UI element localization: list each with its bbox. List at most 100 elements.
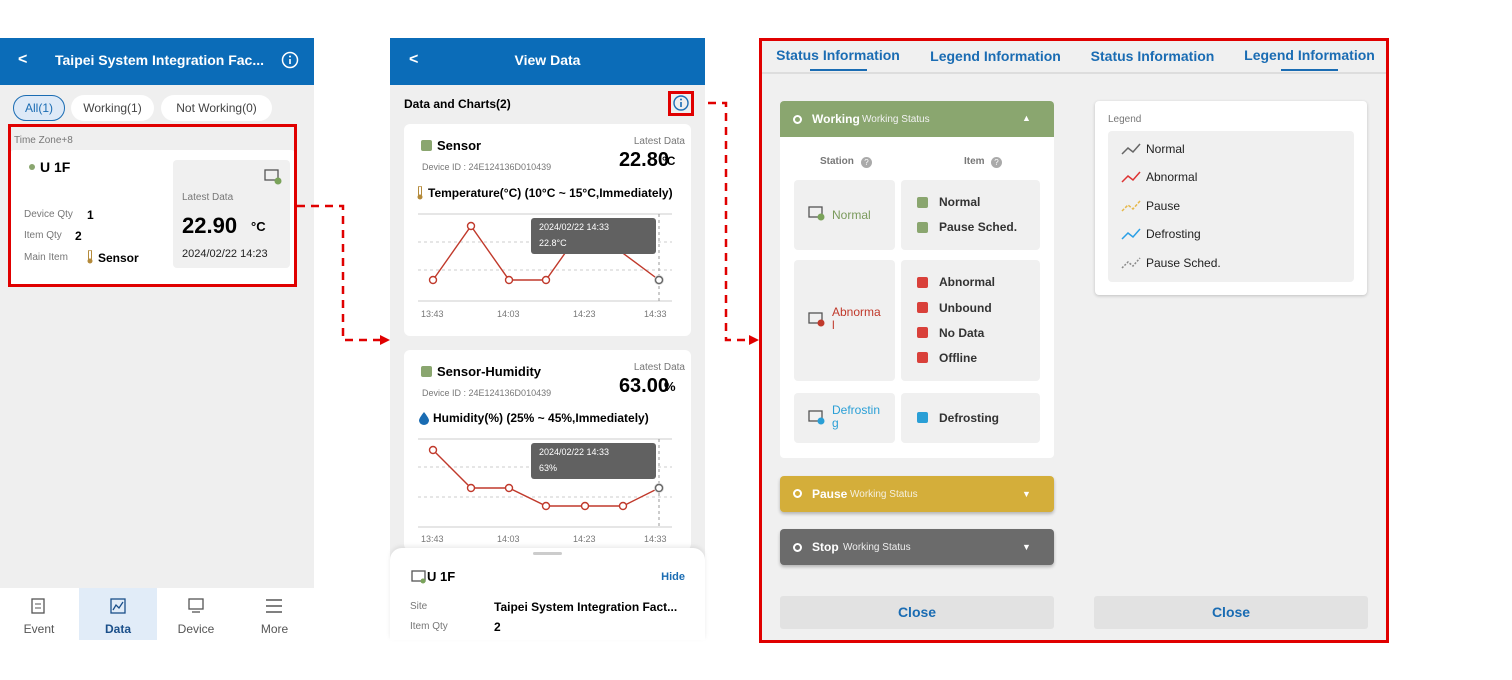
x-label: 14:03	[497, 309, 520, 319]
time-zone: Time Zone+8	[14, 135, 73, 146]
status-dot	[793, 115, 802, 124]
sheet-title: U 1F	[427, 569, 456, 584]
station-icon	[808, 410, 825, 425]
status-dot	[793, 543, 802, 552]
stop-header[interactable]	[780, 529, 1054, 565]
sensor-icon	[421, 140, 432, 151]
item-name: Pause Sched.	[939, 220, 1018, 234]
sensor-icon	[421, 366, 432, 377]
tooltip-time: 2024/02/22 14:33	[539, 222, 610, 232]
x-label: 14:23	[573, 309, 596, 319]
x-label: 13:43	[421, 534, 444, 544]
sheet-handle[interactable]	[533, 552, 562, 555]
nav-item[interactable]: Data	[104, 622, 131, 636]
nav-item[interactable]: More	[260, 622, 289, 636]
section-title: Working	[812, 112, 860, 126]
status-dot	[793, 489, 802, 498]
view-data-header	[390, 38, 705, 85]
x-label: 13:43	[421, 309, 444, 319]
section-title: Data and Charts(2)	[404, 97, 511, 111]
info-tab[interactable]: Legend Information	[1244, 47, 1375, 63]
filter-tab[interactable]: All(1)	[13, 95, 65, 121]
item-icon	[917, 412, 928, 423]
field-value: Taipei System Integration Fact...	[494, 600, 678, 614]
tooltip-value: 22.8°C	[539, 238, 567, 248]
close-button[interactable]: Close	[780, 596, 1054, 629]
back-button[interactable]: <	[18, 51, 28, 68]
station-name: Defrosting	[832, 403, 881, 430]
threshold: Temperature(°C) (10°C ~ 15°C,Immediately…	[428, 186, 673, 200]
filter-tab[interactable]: Not Working(0)	[161, 95, 272, 121]
section-subtitle: Working Status	[862, 114, 930, 125]
help-icon[interactable]: ?	[991, 157, 1002, 168]
tooltip-time: 2024/02/22 14:33	[539, 447, 610, 457]
section-subtitle: Working Status	[843, 542, 911, 553]
section-subtitle: Working Status	[850, 489, 918, 500]
legend-item: Normal	[1146, 142, 1185, 156]
legend-item: Pause	[1146, 199, 1181, 213]
collapse-icon: ▲	[1022, 113, 1031, 123]
x-label: 14:33	[644, 309, 667, 319]
legend-item: Pause Sched.	[1146, 256, 1221, 270]
info-button[interactable]	[281, 51, 299, 69]
x-label: 14:33	[644, 534, 667, 544]
item-icon	[917, 277, 928, 288]
back-button[interactable]: <	[409, 51, 419, 68]
nav-item[interactable]: Device	[177, 622, 215, 636]
tab-underline	[810, 69, 867, 71]
thermometer-icon	[417, 186, 423, 200]
mini-chart	[418, 438, 672, 528]
item-icon	[917, 327, 928, 338]
item-icon	[917, 352, 928, 363]
highlight-box	[8, 124, 297, 287]
item-icon	[917, 197, 928, 208]
section-title: Pause	[812, 487, 848, 501]
highlight-box	[668, 91, 694, 116]
x-label: 14:03	[497, 534, 520, 544]
latest-label: Latest Data	[633, 136, 685, 147]
latest-value: 22.80	[618, 149, 669, 171]
info-tab[interactable]: Status Information	[776, 47, 900, 63]
item-cell	[901, 180, 1040, 250]
expand-icon: ▼	[1022, 489, 1031, 499]
info-tab[interactable]: Legend Information	[930, 48, 1061, 64]
field-label: Item Qty	[24, 230, 62, 241]
item-icon	[917, 302, 928, 313]
mini-chart	[418, 213, 672, 302]
nav-icon	[188, 598, 204, 613]
station-cell	[794, 393, 895, 443]
item-name: Abnormal	[939, 275, 996, 289]
latest-label: Latest Data	[182, 192, 234, 203]
filter-tab[interactable]: Working(1)	[71, 95, 154, 121]
device-icon	[264, 169, 282, 185]
field-label: Item Qty	[410, 621, 448, 632]
nav-icon	[31, 598, 45, 614]
close-button[interactable]: Close	[1094, 596, 1368, 629]
item-name: No Data	[939, 326, 985, 340]
sensor-name: Sensor-Humidity	[437, 364, 542, 379]
column-header: Item	[964, 156, 985, 167]
legend-title: Legend	[1108, 114, 1142, 125]
thermometer-icon	[87, 250, 93, 264]
nav-icon	[110, 598, 126, 614]
item-name: Normal	[939, 195, 981, 209]
latest-value: 63.00	[618, 375, 669, 397]
legend-item: Abnormal	[1146, 170, 1198, 184]
info-tab[interactable]: Status Information	[1090, 48, 1215, 64]
nav-item[interactable]: Event	[23, 622, 55, 636]
legend-icons	[1121, 143, 1141, 269]
help-icon[interactable]: ?	[861, 157, 872, 168]
tooltip-value: 63%	[539, 463, 558, 473]
station-name: Abnormal	[832, 305, 881, 332]
item-name: Unbound	[939, 301, 992, 315]
hide-button[interactable]: Hide	[661, 571, 685, 583]
working-header[interactable]	[780, 101, 1054, 137]
nav-icon	[266, 599, 282, 613]
timestamp: 2024/02/22 14:23	[182, 248, 268, 260]
pause-header[interactable]	[780, 476, 1054, 512]
device-id: Device ID : 24E124136D010439	[422, 162, 552, 172]
info-button[interactable]	[672, 94, 690, 112]
legend-box	[1108, 131, 1354, 282]
